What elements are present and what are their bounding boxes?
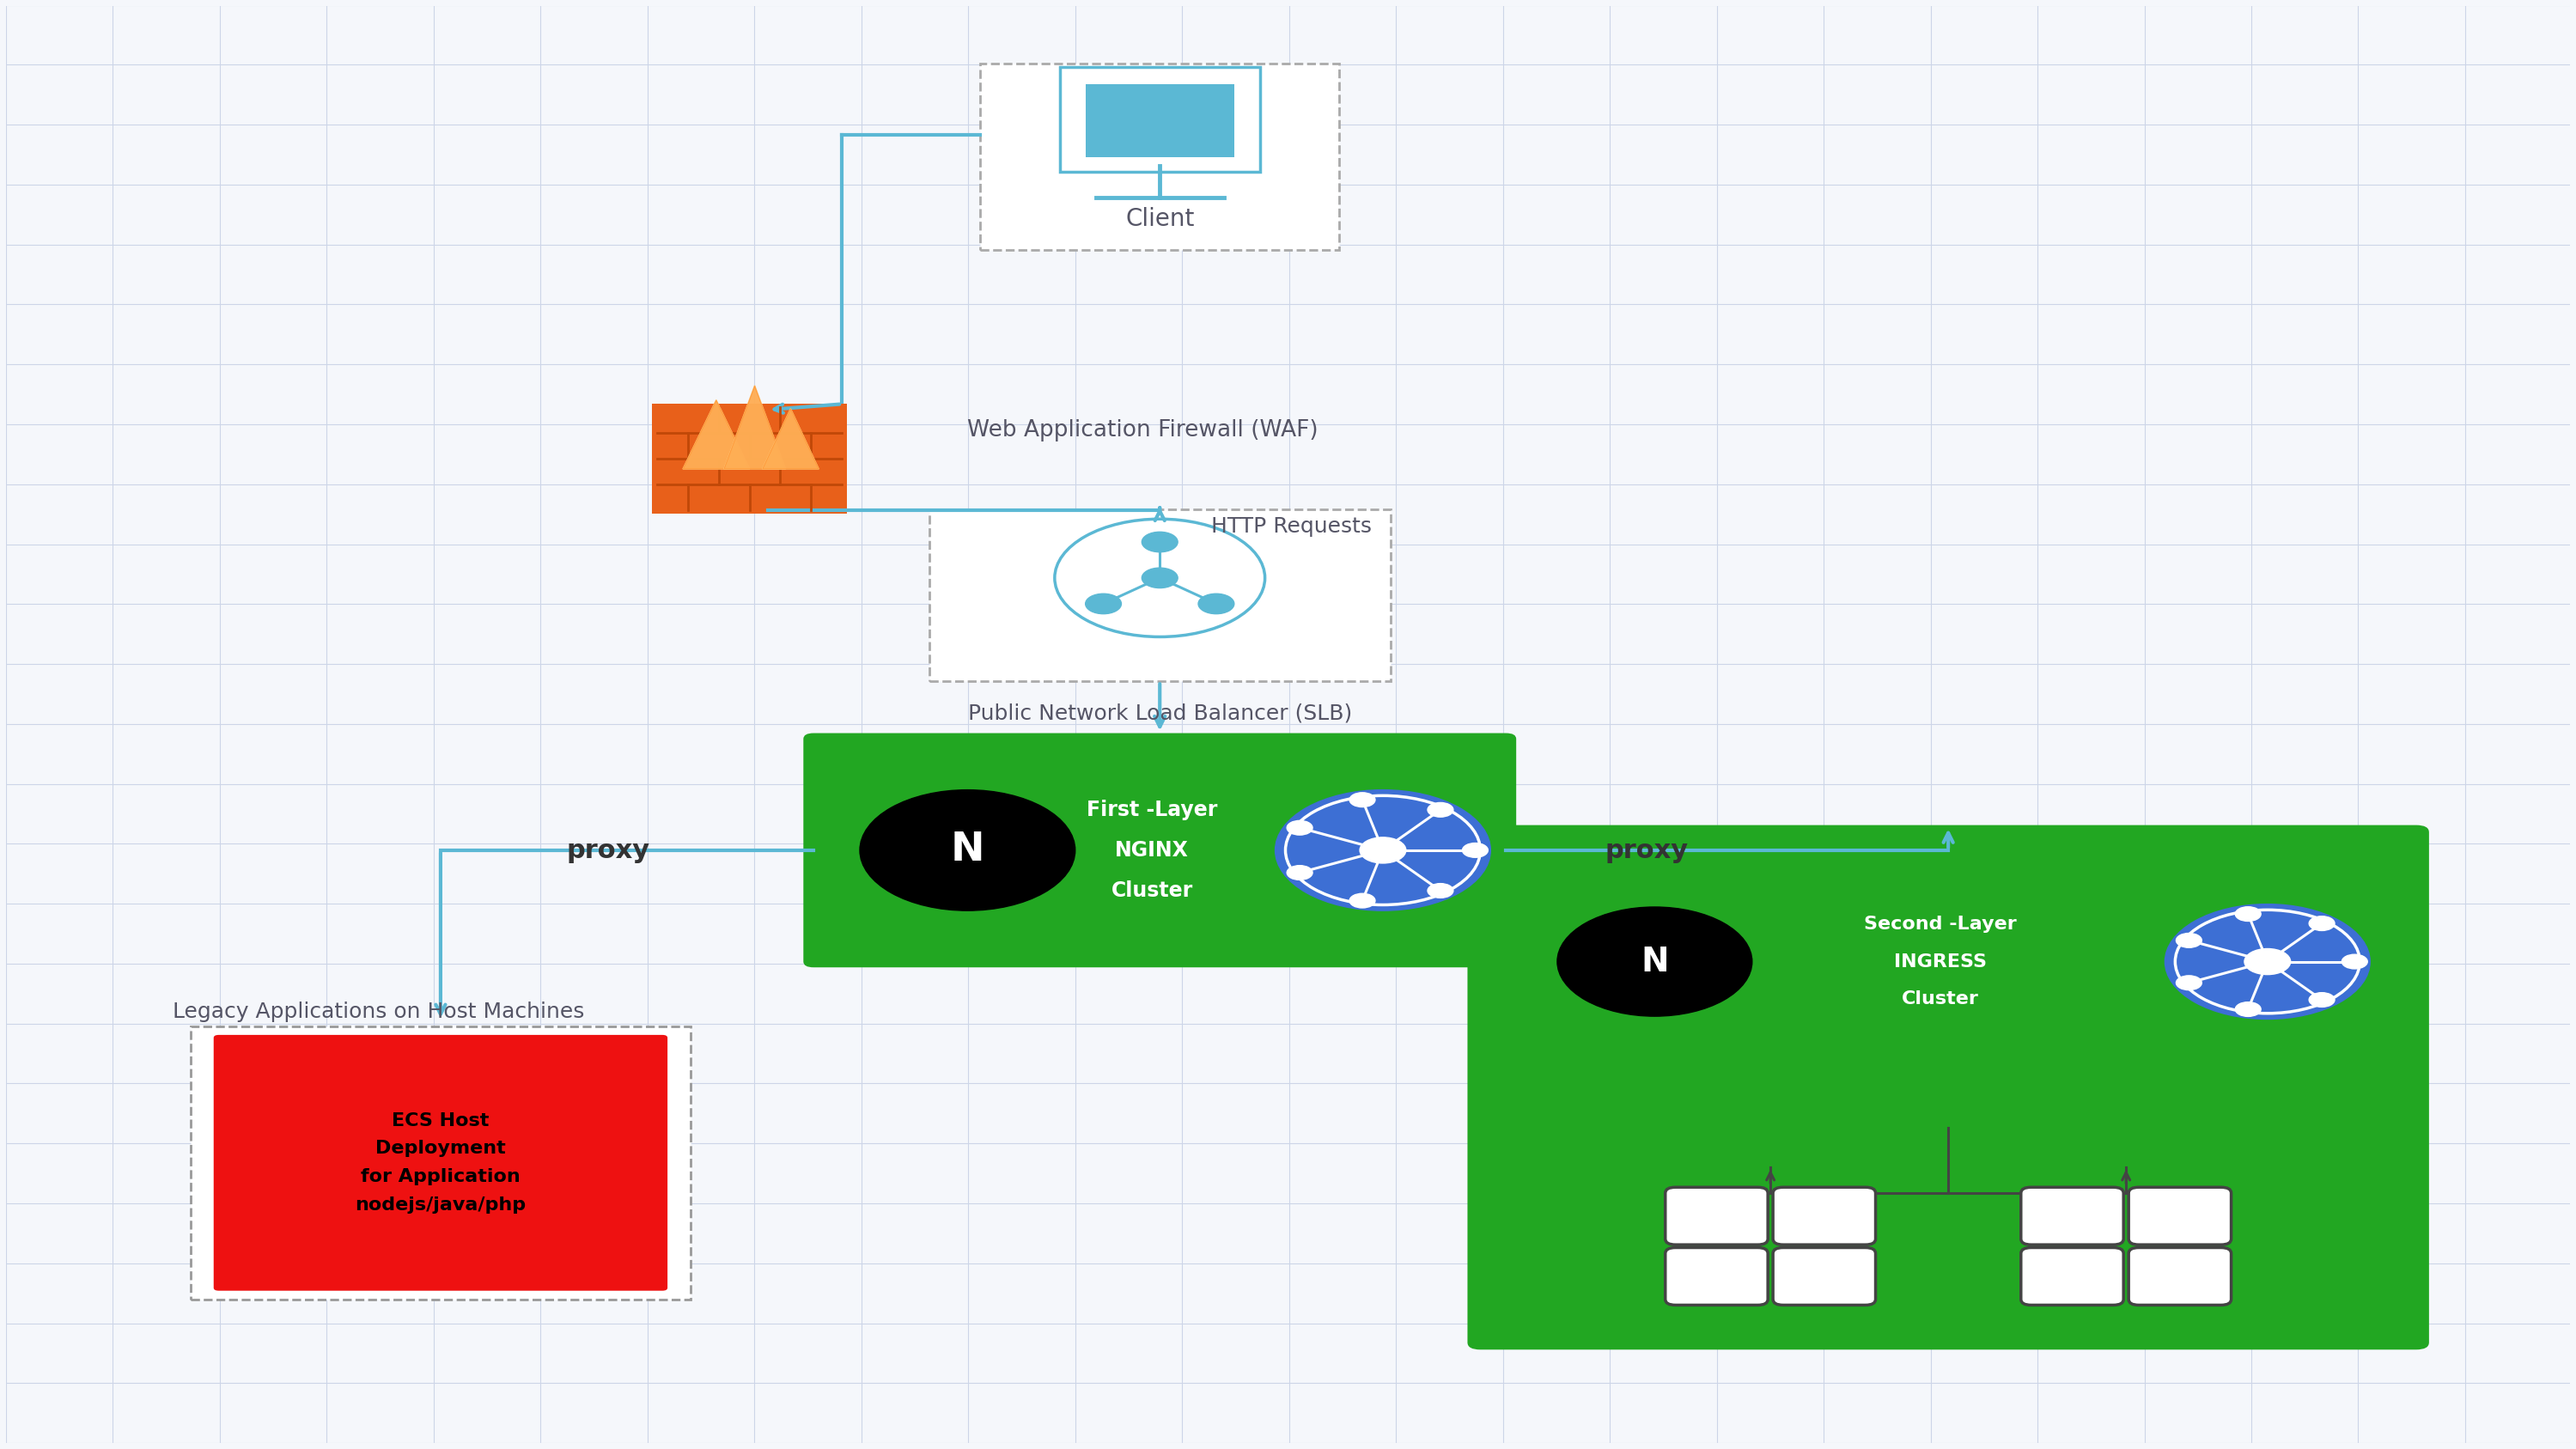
Circle shape <box>2308 916 2334 930</box>
FancyBboxPatch shape <box>2022 1248 2123 1306</box>
Text: ECS Host
Deployment
for Application
nodejs/java/php: ECS Host Deployment for Application node… <box>355 1111 526 1214</box>
Text: INGRESS: INGRESS <box>1893 953 1986 971</box>
Text: N: N <box>1641 945 1669 978</box>
Text: Cluster: Cluster <box>1901 990 1978 1007</box>
Text: Web Application Firewall (WAF): Web Application Firewall (WAF) <box>969 419 1319 440</box>
Circle shape <box>1288 820 1314 835</box>
Text: NGINX: NGINX <box>1115 840 1190 861</box>
FancyBboxPatch shape <box>2128 1187 2231 1245</box>
FancyBboxPatch shape <box>981 64 1340 251</box>
Text: proxy: proxy <box>567 839 649 864</box>
Circle shape <box>2308 993 2334 1007</box>
Circle shape <box>2342 955 2367 969</box>
Circle shape <box>1141 568 1177 588</box>
FancyBboxPatch shape <box>214 1035 667 1291</box>
Circle shape <box>1427 884 1453 898</box>
FancyBboxPatch shape <box>191 1026 690 1300</box>
Circle shape <box>860 790 1074 910</box>
Circle shape <box>1048 516 1270 639</box>
Text: Client: Client <box>1126 207 1195 230</box>
Circle shape <box>1084 594 1121 614</box>
Circle shape <box>1275 790 1492 910</box>
FancyBboxPatch shape <box>804 733 1517 968</box>
FancyBboxPatch shape <box>1772 1187 1875 1245</box>
FancyBboxPatch shape <box>1664 1187 1767 1245</box>
FancyBboxPatch shape <box>1059 67 1260 171</box>
Text: HTTP Requests: HTTP Requests <box>1211 516 1370 536</box>
FancyBboxPatch shape <box>652 404 848 513</box>
Polygon shape <box>724 385 786 469</box>
Polygon shape <box>762 409 819 469</box>
Circle shape <box>1558 907 1752 1016</box>
Circle shape <box>1198 594 1234 614</box>
Circle shape <box>2244 949 2290 975</box>
FancyBboxPatch shape <box>2128 1248 2231 1306</box>
Text: Cluster: Cluster <box>1110 880 1193 901</box>
Text: Legacy Applications on Host Machines: Legacy Applications on Host Machines <box>173 1001 585 1022</box>
Circle shape <box>1427 803 1453 817</box>
Text: Public Network Load Balancer (SLB): Public Network Load Balancer (SLB) <box>969 703 1352 723</box>
FancyBboxPatch shape <box>2022 1187 2123 1245</box>
Circle shape <box>2164 904 2370 1019</box>
Text: Second -Layer: Second -Layer <box>1865 916 2017 933</box>
Text: N: N <box>951 830 984 869</box>
FancyBboxPatch shape <box>1468 824 2429 1349</box>
Circle shape <box>2236 907 2262 922</box>
Text: proxy: proxy <box>1605 839 1690 864</box>
Circle shape <box>1350 793 1376 807</box>
Circle shape <box>1463 843 1489 858</box>
FancyBboxPatch shape <box>1772 1248 1875 1306</box>
Circle shape <box>1288 865 1314 880</box>
FancyBboxPatch shape <box>1664 1248 1767 1306</box>
Circle shape <box>1350 894 1376 909</box>
Circle shape <box>1360 838 1406 864</box>
FancyBboxPatch shape <box>1084 84 1234 156</box>
Polygon shape <box>683 400 750 469</box>
Circle shape <box>2177 933 2202 948</box>
Circle shape <box>1141 532 1177 552</box>
Circle shape <box>2236 1003 2262 1016</box>
Circle shape <box>2177 975 2202 990</box>
FancyBboxPatch shape <box>930 509 1391 681</box>
Polygon shape <box>724 385 786 469</box>
Polygon shape <box>683 400 750 469</box>
Polygon shape <box>762 409 819 469</box>
Text: First -Layer: First -Layer <box>1087 800 1218 820</box>
